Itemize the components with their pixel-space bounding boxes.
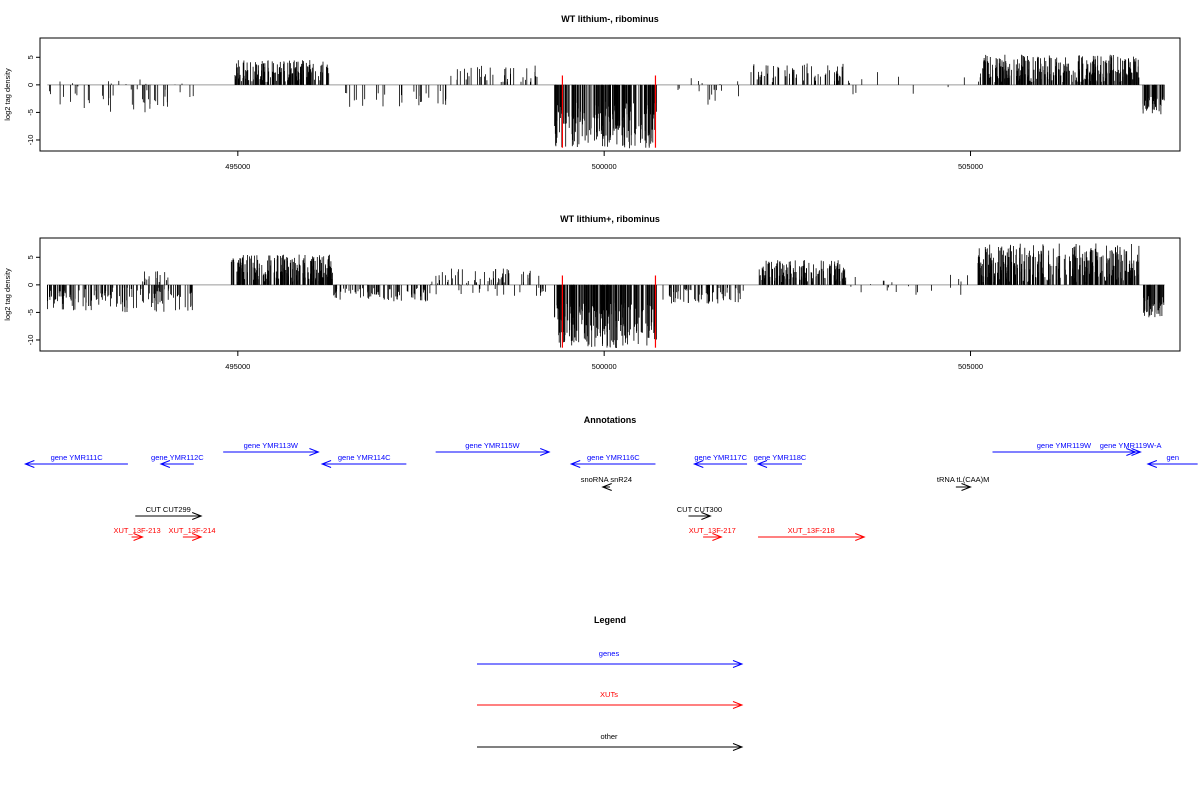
panel-title: WT lithium-, ribominus xyxy=(561,14,659,24)
legend-item-xuts: XUTs xyxy=(477,690,744,709)
y-axis-label: log2 tag density xyxy=(3,68,12,121)
annotation-label: tRNA tL(CAA)M xyxy=(937,475,990,484)
annotation-xut-13f-218: XUT_13F-218 xyxy=(758,526,866,541)
annotation-gen: gen xyxy=(1146,453,1198,468)
legend-item-other: other xyxy=(477,732,744,751)
y-tick-label: 5 xyxy=(26,255,35,259)
y-tick-label: -5 xyxy=(26,309,35,316)
annotation-cut-cut300: CUT CUT300 xyxy=(677,505,722,520)
annotation-label: XUT_13F-217 xyxy=(689,526,736,535)
annotation-label: gene YMR117C xyxy=(694,453,747,462)
annotation-label: gen xyxy=(1166,453,1179,462)
x-tick-label: 495000 xyxy=(225,162,250,171)
annotation-label: gene YMR119W xyxy=(1037,441,1092,450)
annotation-snorna-snr24: snoRNA snR24 xyxy=(581,475,632,491)
annotations-title: Annotations xyxy=(584,415,637,425)
y-axis: 5 0 -5 -10 log2 tag density xyxy=(3,55,41,146)
x-tick-label: 500000 xyxy=(592,362,617,371)
annotation-label: CUT CUT299 xyxy=(146,505,191,514)
track-panel-1: WT lithium-, ribominus 5 0 -5 -10 log2 tag de… xyxy=(3,14,1181,171)
legend-arrow xyxy=(477,701,744,709)
annotation-arrow xyxy=(569,460,656,468)
annotation-arrow xyxy=(223,448,320,456)
annotation-label: XUT_13F-213 xyxy=(114,526,161,535)
x-axis: 495000 500000 505000 xyxy=(225,350,983,371)
annotation-arrow xyxy=(703,533,723,541)
x-tick-label: 500000 xyxy=(592,162,617,171)
annotation-arrow xyxy=(320,460,407,468)
annotation-gene-ymr114c: gene YMR114C xyxy=(320,453,407,468)
annotation-xut-13f-214: XUT_13F-214 xyxy=(168,526,216,541)
annotation-xut-13f-217: XUT_13F-217 xyxy=(689,526,736,541)
annotation-label: gene YMR115W xyxy=(465,441,520,450)
annotation-trna-tl-caa-m: tRNA tL(CAA)M xyxy=(937,475,990,491)
density-bars xyxy=(47,243,1165,348)
annotation-label: gene YMR116C xyxy=(587,453,640,462)
legend-arrow xyxy=(477,743,744,751)
annotation-arrow xyxy=(1120,448,1142,456)
annotation-arrow xyxy=(955,483,972,491)
annotation-arrow xyxy=(1146,460,1198,468)
annotation-arrow xyxy=(756,460,802,468)
y-tick-label: 0 xyxy=(26,283,35,287)
annotation-arrow xyxy=(23,460,128,468)
annotation-arrow xyxy=(435,448,551,456)
annotation-arrow xyxy=(758,533,866,541)
y-tick-label: -10 xyxy=(26,135,35,146)
annotation-label: gene YMR114C xyxy=(338,453,391,462)
x-tick-label: 505000 xyxy=(958,362,983,371)
annotation-arrow xyxy=(131,533,144,541)
legend-item-genes: genes xyxy=(477,649,744,668)
annotation-label: CUT CUT300 xyxy=(677,505,722,514)
density-bars xyxy=(49,54,1165,149)
annotation-label: XUT_13F-218 xyxy=(788,526,835,535)
y-tick-label: 5 xyxy=(26,55,35,59)
annotation-label: gene YMR112C xyxy=(151,453,204,462)
y-tick-label: 0 xyxy=(26,83,35,87)
annotation-gene-ymr113w: gene YMR113W xyxy=(223,441,320,456)
track-panel-2: WT lithium+, ribominus 5 0 -5 -10 log2 tag de… xyxy=(3,214,1181,371)
x-tick-label: 495000 xyxy=(225,362,250,371)
legend-title: Legend xyxy=(594,615,626,625)
annotation-xut-13f-213: XUT_13F-213 xyxy=(114,526,161,541)
annotation-gene-ymr112c: gene YMR112C xyxy=(151,453,204,468)
annotation-label: gene YMR118C xyxy=(754,453,807,462)
annotation-gene-ymr111c: gene YMR111C xyxy=(23,453,128,468)
annotation-arrow xyxy=(135,512,203,520)
legend-label: genes xyxy=(599,649,620,658)
annotation-gene-ymr116c: gene YMR116C xyxy=(569,453,656,468)
y-tick-label: -5 xyxy=(26,109,35,116)
annotation-gene-ymr119w-a: gene YMR119W-A xyxy=(1100,441,1162,456)
annotation-arrow xyxy=(159,460,194,468)
annotation-label: gene YMR119W-A xyxy=(1100,441,1162,450)
y-axis-label: log2 tag density xyxy=(3,268,12,321)
annotation-gene-ymr118c: gene YMR118C xyxy=(754,453,807,468)
annotation-label: snoRNA snR24 xyxy=(581,475,632,484)
legend-arrow xyxy=(477,660,744,668)
annotation-arrow xyxy=(182,533,203,541)
x-tick-label: 505000 xyxy=(958,162,983,171)
panel-title: WT lithium+, ribominus xyxy=(560,214,660,224)
legend-label: other xyxy=(600,732,618,741)
y-tick-label: -10 xyxy=(26,335,35,346)
annotation-gene-ymr115w: gene YMR115W xyxy=(435,441,551,456)
x-axis: 495000 500000 505000 xyxy=(225,150,983,171)
y-axis: 5 0 -5 -10 log2 tag density xyxy=(3,255,41,346)
legend-label: XUTs xyxy=(600,690,618,699)
annotation-gene-ymr117c: gene YMR117C xyxy=(692,453,748,468)
annotation-arrow xyxy=(688,512,712,520)
annotation-label: XUT_13F-214 xyxy=(168,526,215,535)
annotation-arrow xyxy=(601,483,612,491)
annotation-label: gene YMR113W xyxy=(244,441,299,450)
legend: Legend genes XUTs other xyxy=(477,615,744,751)
annotations-panel: Annotations gene YMR111C gene YMR112C gene … xyxy=(23,415,1198,541)
annotation-cut-cut299: CUT CUT299 xyxy=(135,505,203,520)
annotation-label: gene YMR111C xyxy=(51,453,104,462)
annotation-arrow xyxy=(692,460,748,468)
